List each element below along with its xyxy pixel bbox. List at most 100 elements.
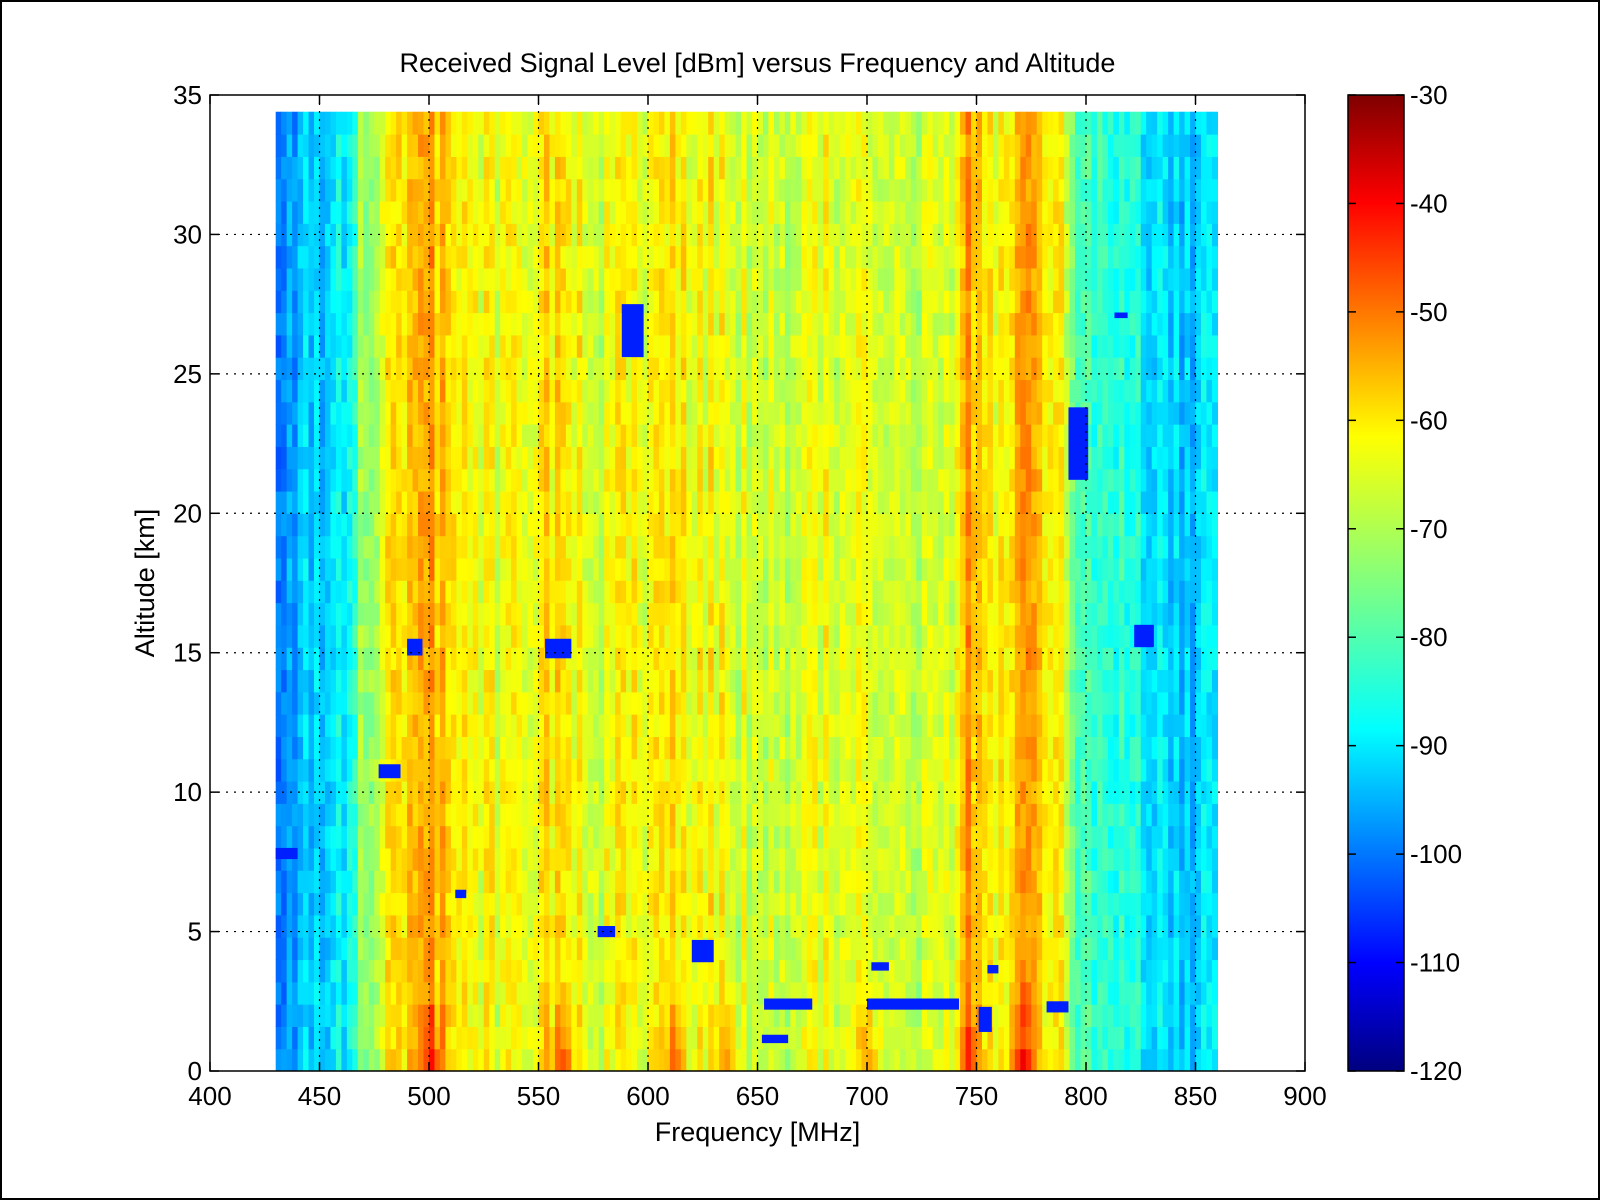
heatmap-cell bbox=[905, 223, 912, 247]
heatmap-cell bbox=[308, 446, 315, 470]
heatmap-cell bbox=[680, 490, 687, 514]
heatmap-cell bbox=[297, 290, 304, 314]
heatmap-cell bbox=[538, 1004, 545, 1027]
heatmap-cell bbox=[467, 312, 474, 336]
heatmap-cell bbox=[565, 691, 572, 715]
heatmap-cell bbox=[669, 714, 676, 737]
heatmap-cell bbox=[746, 401, 753, 425]
heatmap-cell bbox=[314, 134, 321, 157]
heatmap-cell bbox=[686, 401, 693, 425]
heatmap-cell bbox=[752, 870, 759, 894]
heatmap-cell bbox=[363, 580, 370, 604]
heatmap-cell bbox=[303, 825, 310, 849]
heatmap-cell bbox=[407, 535, 414, 559]
heatmap-cell bbox=[626, 468, 633, 492]
heatmap-cell bbox=[308, 937, 315, 961]
heatmap-cell bbox=[456, 602, 463, 626]
heatmap-cell bbox=[352, 134, 359, 157]
heatmap-cell bbox=[461, 334, 468, 358]
heatmap-cell bbox=[439, 156, 447, 180]
heatmap-cell bbox=[806, 847, 813, 871]
heatmap-cell bbox=[609, 780, 616, 804]
heatmap-cell bbox=[412, 669, 419, 693]
heatmap-cell bbox=[823, 580, 830, 604]
heatmap-cell bbox=[773, 290, 780, 314]
heatmap-cell bbox=[877, 1048, 885, 1071]
heatmap-cell bbox=[773, 870, 780, 894]
heatmap-cell bbox=[752, 892, 759, 916]
heatmap-cell bbox=[691, 669, 698, 693]
heatmap-cell bbox=[877, 981, 885, 1005]
heatmap-cell bbox=[516, 468, 523, 492]
heatmap-cell bbox=[412, 758, 419, 782]
heatmap-cell bbox=[549, 200, 556, 224]
heatmap-cell bbox=[626, 490, 633, 514]
heatmap-cell bbox=[330, 334, 337, 358]
heatmap-cell bbox=[604, 870, 611, 894]
heatmap-cell bbox=[883, 959, 890, 983]
heatmap-cell bbox=[905, 424, 912, 447]
heatmap-cell bbox=[784, 312, 791, 336]
heatmap-cell bbox=[571, 379, 578, 403]
heatmap-cell bbox=[637, 111, 644, 135]
heatmap-cell bbox=[335, 602, 342, 626]
heatmap-cell bbox=[335, 468, 342, 492]
heatmap-cell bbox=[522, 624, 529, 648]
heatmap-cell bbox=[352, 156, 359, 180]
heatmap-cell bbox=[505, 490, 512, 514]
heatmap-cell bbox=[675, 1026, 682, 1050]
heatmap-cell bbox=[445, 803, 452, 827]
heatmap-cell bbox=[697, 602, 704, 626]
heatmap-cell bbox=[894, 446, 901, 470]
heatmap-cell bbox=[691, 691, 698, 715]
heatmap-cell bbox=[275, 535, 282, 559]
heatmap-cell bbox=[429, 156, 436, 180]
heatmap-cell bbox=[450, 847, 457, 871]
heatmap-cell bbox=[390, 267, 397, 291]
heatmap-cell bbox=[439, 825, 447, 849]
heatmap-cell bbox=[292, 557, 299, 581]
heatmap-cell bbox=[620, 780, 627, 804]
heatmap-cell bbox=[363, 669, 370, 693]
heatmap-cell bbox=[418, 1026, 425, 1050]
heatmap-cell bbox=[587, 156, 594, 180]
heatmap-cell bbox=[314, 647, 321, 671]
heatmap-cell bbox=[576, 446, 583, 470]
heatmap-cell bbox=[686, 134, 693, 157]
heatmap-cell bbox=[812, 669, 819, 693]
heatmap-cell bbox=[275, 669, 282, 693]
heatmap-cell bbox=[609, 647, 616, 671]
heatmap-cell bbox=[549, 490, 556, 514]
heatmap-cell bbox=[664, 714, 671, 737]
heatmap-cell bbox=[379, 1048, 386, 1071]
heatmap-cell bbox=[620, 513, 627, 537]
heatmap-cell bbox=[390, 602, 397, 626]
heatmap-cell bbox=[489, 490, 496, 514]
heatmap-cell bbox=[604, 825, 611, 849]
heatmap-cell bbox=[675, 111, 682, 135]
heatmap-cell bbox=[516, 490, 523, 514]
heatmap-cell bbox=[801, 312, 808, 336]
heatmap-cell bbox=[702, 424, 709, 447]
heatmap-cell bbox=[522, 200, 529, 224]
heatmap-cell bbox=[494, 468, 501, 492]
heatmap-cell bbox=[330, 535, 337, 559]
heatmap-cell bbox=[390, 490, 397, 514]
heatmap-cell bbox=[615, 200, 622, 224]
heatmap-cell bbox=[872, 424, 879, 447]
heatmap-cell bbox=[719, 803, 726, 827]
heatmap-cell bbox=[691, 847, 698, 871]
heatmap-cell bbox=[856, 914, 863, 938]
heatmap-cell bbox=[357, 401, 364, 425]
heatmap-cell bbox=[445, 111, 452, 135]
heatmap-cell bbox=[850, 981, 857, 1005]
heatmap-cell bbox=[368, 312, 375, 336]
heatmap-cell bbox=[823, 1026, 830, 1050]
heatmap-cell bbox=[795, 468, 802, 492]
heatmap-cell bbox=[658, 490, 666, 514]
heatmap-cell bbox=[801, 535, 808, 559]
heatmap-cell bbox=[303, 290, 310, 314]
heatmap-cell bbox=[593, 847, 600, 871]
heatmap-cell bbox=[511, 424, 518, 447]
heatmap-cell bbox=[877, 937, 885, 961]
